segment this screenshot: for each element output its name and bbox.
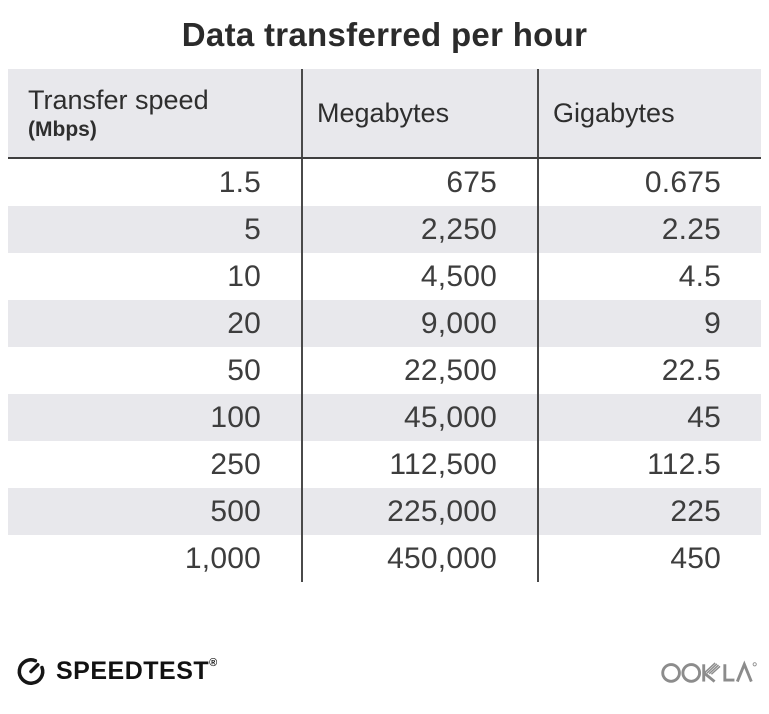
column-header-unit: (Mbps): [28, 117, 97, 141]
table-cell-gigabytes: 22.5: [537, 347, 761, 394]
data-table: Transfer speed (Mbps) Megabytes Gigabyte…: [8, 69, 761, 582]
table-cell-speed: 5: [244, 212, 261, 246]
page-title: Data transferred per hour: [181, 16, 588, 53]
ookla-wordmark-icon: [661, 660, 757, 683]
table-cell-megabytes: 9,000: [301, 300, 538, 347]
table-cell-speed: 1.5: [218, 165, 261, 199]
table-row: 1.5 675 0.675: [8, 158, 761, 206]
table-cell-speed: 500: [210, 494, 261, 528]
footer: SPEEDTEST ®: [0, 652, 769, 690]
table-cell-gigabytes: 4.5: [537, 253, 761, 300]
table-cell-gigabytes: 112.5: [537, 441, 761, 488]
column-header-transfer-speed: Transfer speed (Mbps): [8, 69, 302, 159]
table-cell-gigabytes: 0.675: [537, 158, 761, 206]
table-cell-megabytes: 675: [301, 158, 538, 206]
table-cell-megabytes: 450,000: [301, 535, 538, 582]
header-row: Transfer speed (Mbps) Megabytes Gigabyte…: [8, 69, 761, 159]
speedtest-logo: SPEEDTEST ®: [14, 654, 217, 688]
table-cell-speed: 250: [210, 447, 261, 481]
table-header: Transfer speed (Mbps) Megabytes Gigabyte…: [8, 69, 761, 159]
table-cell-speed: 50: [227, 353, 261, 387]
table-row: 250 112,500 112.5: [8, 441, 761, 488]
table-row: 100 45,000 45: [8, 394, 761, 441]
table-row: 5 2,250 2.25: [8, 206, 761, 253]
column-header-gigabytes: Gigabytes: [537, 69, 761, 159]
table-cell-gigabytes: 9: [537, 300, 761, 347]
column-header-megabytes: Megabytes: [301, 69, 538, 159]
table-cell-gigabytes: 2.25: [537, 206, 761, 253]
speedtest-wordmark: SPEEDTEST: [56, 656, 210, 685]
table-row: 10 4,500 4.5: [8, 253, 761, 300]
table-cell-megabytes: 45,000: [301, 394, 538, 441]
table-cell-gigabytes: 450: [537, 535, 761, 582]
column-header-label: Gigabytes: [553, 97, 675, 128]
table-cell-gigabytes: 225: [537, 488, 761, 535]
table-cell-speed: 20: [227, 306, 261, 340]
speedtest-gauge-icon: [17, 658, 45, 685]
table-row: 1,000 450,000 450: [8, 535, 761, 582]
infographic-page: Data transferred per hour Transfer speed…: [0, 16, 769, 714]
table-body: 1.5 675 0.675 5 2,250 2.25 10 4,500 4.5 …: [8, 158, 761, 582]
table-row: 20 9,000 9: [8, 300, 761, 347]
table-cell-megabytes: 225,000: [301, 488, 538, 535]
table-cell-speed: 1,000: [184, 541, 261, 575]
table-cell-gigabytes: 45: [537, 394, 761, 441]
table-cell-speed: 10: [227, 259, 261, 293]
table-row: 50 22,500 22.5: [8, 347, 761, 394]
table-cell-megabytes: 2,250: [301, 206, 538, 253]
registered-trademark-icon: ®: [209, 657, 218, 669]
table-cell-megabytes: 112,500: [301, 441, 538, 488]
table-row: 500 225,000 225: [8, 488, 761, 535]
table-cell-megabytes: 4,500: [301, 253, 538, 300]
table-cell-megabytes: 22,500: [301, 347, 538, 394]
column-header-label: Transfer speed: [28, 84, 209, 115]
ookla-logo: [661, 655, 757, 687]
column-header-label: Megabytes: [317, 97, 450, 128]
table-cell-speed: 100: [210, 400, 261, 434]
